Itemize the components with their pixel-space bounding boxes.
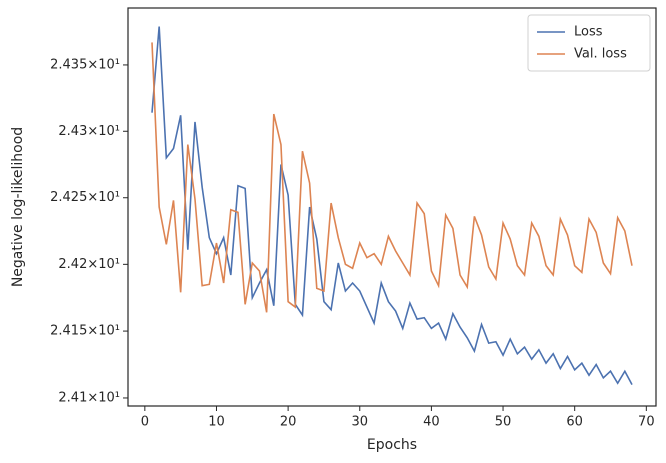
y-tick-label: 2.41×10¹ [58,390,120,405]
x-tick-label: 0 [141,415,149,430]
x-tick-label: 10 [208,415,225,430]
line-series [151,26,633,385]
legend-box [527,14,651,72]
legend-label: Loss [574,25,603,40]
y-tick-label: 2.425×10¹ [50,190,120,205]
y-tick-label: 2.42×10¹ [58,257,120,272]
x-tick-label: 50 [495,415,512,430]
x-tick-label: 30 [351,415,368,430]
x-tick-label: 20 [280,415,297,430]
x-tick-label: 70 [638,415,655,430]
y-axis-label: Negative log-likelihood [10,127,26,287]
plot-frame [127,7,657,407]
x-tick-label: 60 [566,415,583,430]
legend-label: Val. loss [574,47,627,62]
x-axis-label: Epochs [367,437,417,453]
y-tick-label: 2.415×10¹ [50,324,120,339]
y-tick-label: 2.43×10¹ [58,124,120,139]
line-series [151,42,633,313]
y-tick-label: 2.435×10¹ [50,57,120,72]
x-tick-label: 40 [423,415,440,430]
